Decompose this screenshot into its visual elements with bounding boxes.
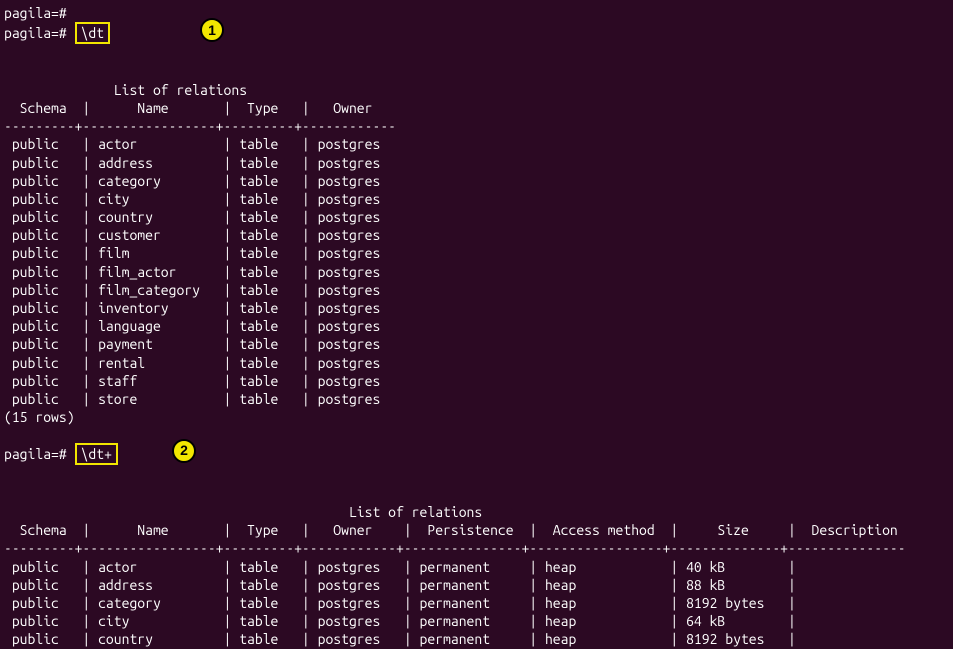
table2-header: Schema | Name | Type | Owner | Persisten… (4, 521, 949, 539)
table-row: public | category | table | postgres (4, 172, 949, 190)
table-row: public | film | table | postgres (4, 244, 949, 262)
table1-header: Schema | Name | Type | Owner (4, 99, 949, 117)
table-row: public | customer | table | postgres (4, 226, 949, 244)
table-row: public | language | table | postgres (4, 317, 949, 335)
table1-rowcount: (15 rows) (4, 408, 949, 426)
table-row: public | category | table | postgres | p… (4, 594, 949, 612)
command-2: \dt+ (81, 446, 112, 462)
table-row: public | staff | table | postgres (4, 372, 949, 390)
prompt: pagila=# (4, 25, 67, 41)
table-row: public | city | table | postgres | perma… (4, 612, 949, 630)
command-highlight-2: \dt+ (75, 443, 118, 465)
table-row: public | country | table | postgres | pe… (4, 630, 949, 648)
table-row: public | address | table | postgres | pe… (4, 576, 949, 594)
table-row: public | actor | table | postgres (4, 135, 949, 153)
table1-title: List of relations (4, 81, 949, 99)
table-row: public | payment | table | postgres (4, 335, 949, 353)
command-1: \dt (81, 25, 105, 41)
command-highlight-1: \dt (75, 22, 111, 44)
table-row: public | city | table | postgres (4, 190, 949, 208)
table-row: public | address | table | postgres (4, 154, 949, 172)
table-row: public | film_actor | table | postgres (4, 263, 949, 281)
prompt: pagila=# (4, 446, 67, 462)
table1-rows: public | actor | table | postgres public… (4, 135, 949, 408)
table2-rows: public | actor | table | postgres | perm… (4, 558, 949, 649)
prompt: pagila=# (4, 5, 67, 21)
table-row: public | actor | table | postgres | perm… (4, 558, 949, 576)
table-row: public | film_category | table | postgre… (4, 281, 949, 299)
table-row: public | store | table | postgres (4, 390, 949, 408)
table-row: public | country | table | postgres (4, 208, 949, 226)
table2-title: List of relations (4, 503, 949, 521)
table2-separator: ---------+-----------------+---------+--… (4, 539, 949, 557)
annotation-badge-1: 1 (200, 18, 224, 42)
terminal-output: pagila=# pagila=# \dt 1 List of relation… (4, 4, 949, 649)
prompt-line-0: pagila=# (4, 4, 949, 22)
prompt-line-2: pagila=# \dt+ 2 (4, 443, 949, 502)
table-row: public | inventory | table | postgres (4, 299, 949, 317)
table-row: public | rental | table | postgres (4, 354, 949, 372)
annotation-badge-2: 2 (172, 439, 196, 463)
table1-separator: ---------+-----------------+---------+--… (4, 117, 949, 135)
prompt-line-1: pagila=# \dt 1 (4, 22, 949, 81)
